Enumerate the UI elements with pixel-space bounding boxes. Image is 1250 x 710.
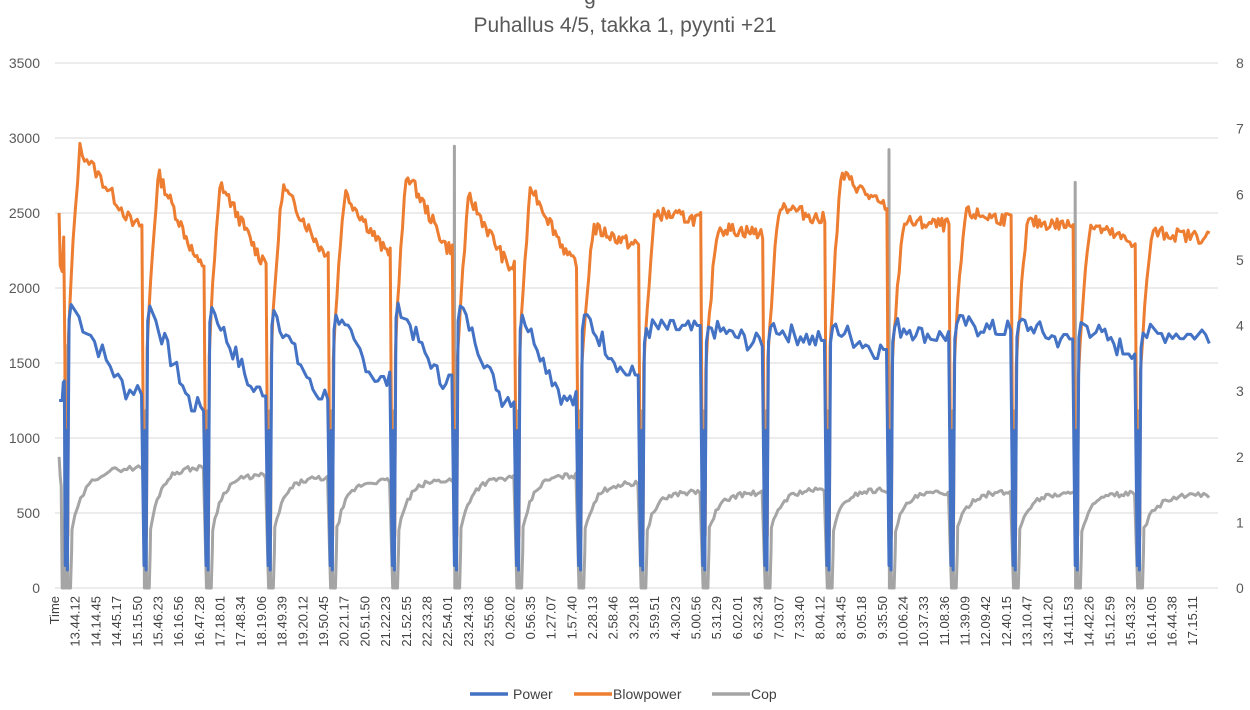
series-lines xyxy=(57,141,1211,590)
series-line-blowpower xyxy=(57,141,1211,552)
x-tick-label: 2.28.13 xyxy=(585,596,600,639)
x-axis: Time 13.44.12 14.14.45 14.45.17 15.15.50 15.4… xyxy=(47,596,1200,647)
x-tick-label: 22.23.28 xyxy=(419,596,434,647)
x-tick-label: 5.00.56 xyxy=(689,596,704,639)
x-tick-label: 14.14.45 xyxy=(88,596,103,647)
x-tick-label: 2.58.46 xyxy=(606,596,621,639)
x-tick-label: 15.12.59 xyxy=(1102,596,1117,647)
x-tick-label: 16.14.05 xyxy=(1144,596,1159,647)
y2-tick-label: 2 xyxy=(1236,449,1244,465)
x-tick-label: 8.04.12 xyxy=(813,596,828,639)
x-tick-label: 6.02.01 xyxy=(730,596,745,639)
gridlines xyxy=(55,62,1218,589)
x-tick-label: 8.34.45 xyxy=(833,596,848,639)
x-tick-label: 13.41.20 xyxy=(1040,596,1055,647)
x-tick-label: 21.52.55 xyxy=(399,596,414,647)
x-tick-label: 16.44.38 xyxy=(1164,596,1179,647)
y2-tick-label: 4 xyxy=(1236,318,1244,334)
x-tick-label: 20.51.50 xyxy=(357,596,372,647)
y-tick-label: 2500 xyxy=(9,205,40,221)
y2-tick-label: 6 xyxy=(1236,186,1244,202)
x-tick-label: 10.37.33 xyxy=(916,596,931,647)
x-tick-label: 23.55.06 xyxy=(482,596,497,647)
x-tick-label: 3.59.51 xyxy=(647,596,662,639)
x-tick-label: 3.29.18 xyxy=(626,596,641,639)
x-tick-label: 19.50.45 xyxy=(316,596,331,647)
x-tick-label: 21.22.23 xyxy=(378,596,393,647)
y2-tick-label: 0 xyxy=(1236,580,1244,596)
series-line-power xyxy=(59,301,1211,572)
x-tick-label: 18.19.06 xyxy=(254,596,269,647)
x-tick-label: 17.15.11 xyxy=(1185,596,1200,646)
x-tick-label: 22.54.01 xyxy=(440,596,455,647)
y-tick-label: 3000 xyxy=(9,130,40,146)
x-tick-label: 15.43.32 xyxy=(1123,596,1138,647)
x-tick-label: 17.48.34 xyxy=(233,596,248,647)
y-tick-label: 2000 xyxy=(9,280,40,296)
x-tick-label: 14.42.26 xyxy=(1082,596,1097,647)
x-tick-label: 6.32.34 xyxy=(751,596,766,639)
x-tick-label: 5.31.29 xyxy=(709,596,724,639)
y2-tick-label: 5 xyxy=(1236,252,1244,268)
x-axis-label: Time xyxy=(47,596,62,624)
y2-tick-label: 8 xyxy=(1236,55,1244,71)
x-tick-label: 15.15.50 xyxy=(130,596,145,647)
x-tick-label: 23.24.33 xyxy=(461,596,476,647)
y-axis-right: 0 1 2 3 4 5 6 7 8 xyxy=(1236,55,1244,596)
x-tick-label: 7.03.07 xyxy=(771,596,786,639)
legend-label: Power xyxy=(513,686,553,702)
series-line-cop xyxy=(57,144,1211,590)
x-tick-label: 9.35.50 xyxy=(875,596,890,639)
x-tick-label: 13.44.12 xyxy=(68,596,83,647)
y-tick-label: 0 xyxy=(32,580,40,596)
x-tick-label: 11.08.36 xyxy=(937,596,952,646)
x-tick-label: 1.27.07 xyxy=(544,596,559,639)
x-tick-label: 7.33.40 xyxy=(792,596,807,639)
x-tick-label: 16.16.56 xyxy=(171,596,186,647)
x-tick-label: 9.05.18 xyxy=(854,596,869,639)
x-tick-label: 14.45.17 xyxy=(109,596,124,647)
x-tick-label: 16.47.28 xyxy=(192,596,207,647)
x-tick-label: 0.56.35 xyxy=(523,596,538,639)
x-tick-label: 12.09.42 xyxy=(978,596,993,647)
y2-tick-label: 3 xyxy=(1236,383,1244,399)
x-tick-label: 10.06.24 xyxy=(895,596,910,647)
x-tick-label: 12.40.15 xyxy=(999,596,1014,647)
legend: Power Blowpower Cop xyxy=(470,686,777,702)
y-tick-label: 3500 xyxy=(9,55,40,71)
x-tick-label: 20.21.17 xyxy=(337,596,352,647)
x-tick-label: 14.11.53 xyxy=(1061,596,1076,646)
x-tick-label: 13.10.47 xyxy=(1020,596,1035,647)
x-tick-label: 11.39.09 xyxy=(958,596,973,646)
chart-title-top-fragment: g xyxy=(584,0,596,9)
x-tick-label: 18.49.39 xyxy=(275,596,290,647)
y2-tick-label: 1 xyxy=(1236,514,1244,530)
y-tick-label: 1000 xyxy=(9,430,40,446)
legend-label: Blowpower xyxy=(613,686,682,702)
x-tick-label: 15.46.23 xyxy=(150,596,165,647)
x-tick-label: 17.18.01 xyxy=(213,596,228,647)
x-tick-label: 19.20.12 xyxy=(295,596,310,647)
y-tick-label: 500 xyxy=(17,505,41,521)
x-tick-label: 1.57.40 xyxy=(564,596,579,639)
y-tick-label: 1500 xyxy=(9,355,40,371)
x-tick-label: 4.30.23 xyxy=(668,596,683,639)
y2-tick-label: 7 xyxy=(1236,121,1244,137)
y-axis-left: 0 500 1000 1500 2000 2500 3000 3500 xyxy=(9,55,40,596)
legend-label: Cop xyxy=(751,686,777,702)
chart-title: Puhallus 4/5, takka 1, pyynti +21 xyxy=(474,14,777,37)
x-tick-label: 0.26.02 xyxy=(502,596,517,639)
